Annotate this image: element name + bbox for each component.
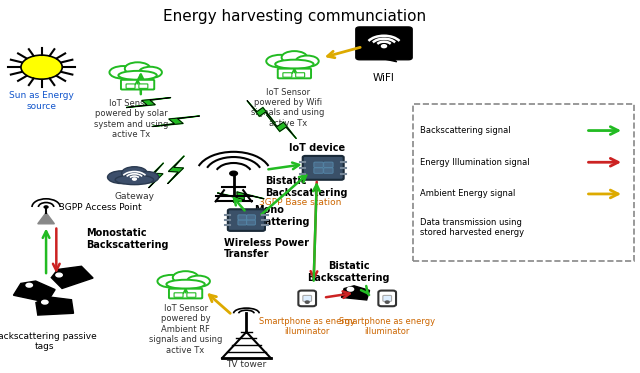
FancyBboxPatch shape [187, 293, 196, 297]
Text: Smartphone as energy
illuminator: Smartphone as energy illuminator [259, 317, 355, 336]
FancyBboxPatch shape [296, 73, 305, 77]
Text: Data transmission using
stored harvested energy: Data transmission using stored harvested… [420, 218, 525, 237]
FancyBboxPatch shape [238, 220, 246, 225]
Circle shape [132, 178, 136, 180]
Text: IoT Sensor
powered by solar
system and using
active Tx: IoT Sensor powered by solar system and u… [94, 99, 168, 139]
FancyBboxPatch shape [314, 162, 323, 167]
Polygon shape [149, 163, 163, 188]
Circle shape [26, 283, 33, 287]
Polygon shape [378, 57, 397, 62]
FancyBboxPatch shape [126, 84, 135, 88]
Polygon shape [218, 192, 264, 200]
FancyBboxPatch shape [324, 162, 333, 167]
Text: Bistatic
Backscattering: Bistatic Backscattering [266, 176, 348, 198]
Text: WiFI: WiFI [373, 73, 395, 83]
Ellipse shape [157, 275, 186, 288]
Ellipse shape [122, 167, 147, 179]
Ellipse shape [166, 280, 205, 289]
Text: Sun as Energy
source: Sun as Energy source [9, 91, 74, 111]
FancyBboxPatch shape [139, 84, 148, 88]
Circle shape [42, 300, 48, 304]
FancyBboxPatch shape [303, 156, 344, 180]
Ellipse shape [108, 171, 136, 184]
Circle shape [381, 45, 387, 48]
Ellipse shape [139, 67, 162, 78]
FancyBboxPatch shape [278, 69, 311, 78]
FancyBboxPatch shape [174, 293, 183, 297]
Circle shape [305, 301, 309, 303]
Circle shape [21, 55, 62, 79]
Ellipse shape [136, 172, 159, 183]
FancyBboxPatch shape [314, 168, 323, 173]
Ellipse shape [282, 51, 307, 64]
Polygon shape [168, 156, 184, 184]
Polygon shape [126, 98, 171, 107]
Polygon shape [267, 115, 296, 139]
Text: IoT Sensor
powered by
Ambient RF
signals and using
active Tx: IoT Sensor powered by Ambient RF signals… [149, 304, 222, 355]
Circle shape [44, 206, 48, 208]
FancyBboxPatch shape [383, 295, 392, 301]
Text: Mono
Backscattering: Mono Backscattering [228, 205, 310, 227]
Ellipse shape [275, 60, 314, 69]
Text: Backscattering signal: Backscattering signal [420, 126, 511, 135]
Polygon shape [600, 217, 610, 238]
Text: 3GPP Base station: 3GPP Base station [259, 198, 342, 207]
Polygon shape [38, 213, 54, 224]
Ellipse shape [296, 56, 319, 67]
Ellipse shape [115, 175, 154, 185]
FancyBboxPatch shape [324, 168, 333, 173]
Circle shape [230, 171, 237, 176]
Ellipse shape [109, 66, 138, 79]
Polygon shape [36, 297, 74, 315]
Text: Energy Illumination signal: Energy Illumination signal [420, 158, 530, 167]
Text: Bistatic
Backscattering: Bistatic Backscattering [308, 261, 390, 283]
FancyBboxPatch shape [228, 209, 265, 231]
FancyBboxPatch shape [413, 104, 634, 261]
Polygon shape [51, 266, 93, 288]
Ellipse shape [125, 62, 150, 75]
Text: 3GPP Access Point: 3GPP Access Point [59, 203, 141, 211]
Ellipse shape [173, 271, 198, 284]
Text: Monostatic
Backscattering: Monostatic Backscattering [86, 228, 169, 250]
Text: Smartphone as energy
illuminator: Smartphone as energy illuminator [339, 317, 435, 336]
Text: IoT device: IoT device [289, 143, 345, 153]
Polygon shape [247, 101, 275, 123]
FancyBboxPatch shape [169, 289, 202, 298]
Circle shape [348, 287, 354, 291]
Circle shape [385, 301, 389, 303]
FancyBboxPatch shape [121, 80, 154, 90]
Text: Backscattering passive
tags: Backscattering passive tags [0, 332, 97, 351]
FancyBboxPatch shape [303, 295, 312, 301]
FancyBboxPatch shape [238, 215, 246, 220]
Text: Energy harvesting communciation: Energy harvesting communciation [163, 9, 426, 24]
FancyBboxPatch shape [378, 291, 396, 306]
Polygon shape [152, 116, 200, 126]
Ellipse shape [187, 276, 210, 287]
Text: Wireless Power
Transfer: Wireless Power Transfer [224, 238, 309, 259]
FancyBboxPatch shape [247, 215, 255, 220]
Polygon shape [13, 281, 55, 303]
FancyBboxPatch shape [283, 73, 292, 77]
Polygon shape [342, 286, 369, 300]
Ellipse shape [118, 71, 157, 80]
Text: IoT Sensor
powered by Wifi
signals and using
active Tx: IoT Sensor powered by Wifi signals and u… [252, 88, 324, 128]
FancyBboxPatch shape [356, 27, 412, 60]
Text: TV tower: TV tower [227, 360, 266, 369]
Ellipse shape [266, 55, 294, 68]
Text: Gateway: Gateway [115, 192, 154, 201]
FancyBboxPatch shape [247, 220, 255, 225]
Text: Ambient Energy signal: Ambient Energy signal [420, 189, 516, 198]
Circle shape [56, 273, 62, 277]
FancyBboxPatch shape [298, 291, 316, 306]
